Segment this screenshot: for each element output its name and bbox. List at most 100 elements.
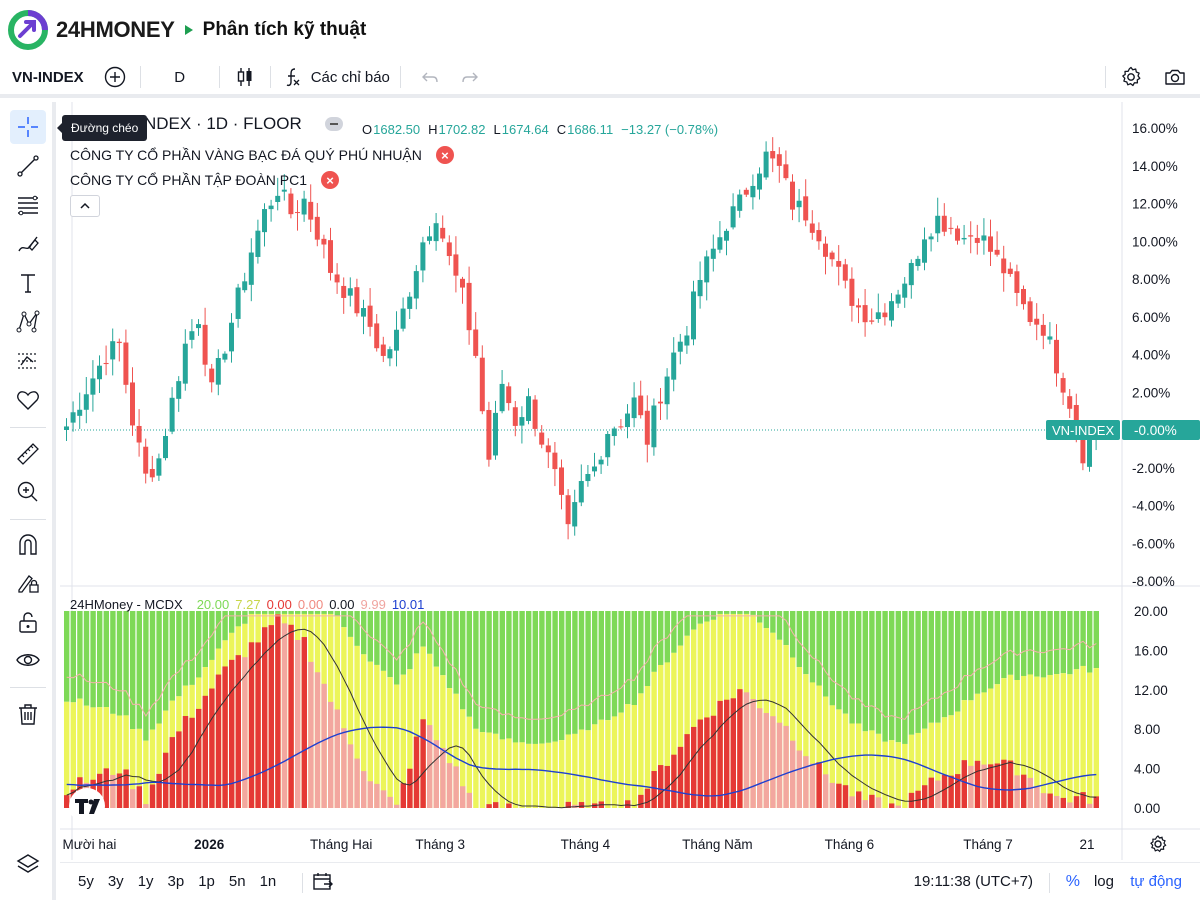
crosshair-tool-button[interactable] xyxy=(10,110,46,144)
candle-body xyxy=(757,173,762,190)
brush-tool-button[interactable] xyxy=(10,227,46,261)
range-5d-button[interactable]: 5n xyxy=(228,873,246,890)
redo-button[interactable] xyxy=(455,62,485,92)
lock-drawings-button[interactable] xyxy=(10,566,46,600)
candle-body xyxy=(750,185,756,198)
pattern-tool-button[interactable] xyxy=(10,305,46,339)
remove-compare-button[interactable]: × xyxy=(435,146,454,164)
main-series-legend[interactable]: VN-INDEX · 1D · FLOOR xyxy=(110,114,302,134)
candle-body xyxy=(935,215,941,234)
range-1y-button[interactable]: 1y xyxy=(137,873,154,890)
mcdx-yellow-bar xyxy=(532,743,538,808)
logo-icon[interactable] xyxy=(8,10,48,50)
mcdx-green-bar xyxy=(895,611,901,743)
percent-scale-toggle[interactable]: % xyxy=(1065,873,1080,890)
chart-type-button[interactable] xyxy=(230,62,260,92)
trend-line-tool-button[interactable] xyxy=(10,149,46,183)
candle-body xyxy=(407,296,413,309)
range-5y-button[interactable]: 5y xyxy=(78,873,94,890)
compare-legend-item[interactable]: CÔNG TY CỔ PHẦN VÀNG BẠC ĐÁ QUÝ PHÚ NHUẬ… xyxy=(70,146,454,164)
candle-body xyxy=(97,365,102,380)
mcdx-green-bar xyxy=(1034,611,1040,677)
fib-tool-button[interactable] xyxy=(10,188,46,222)
logo-text[interactable]: 24HMONEY xyxy=(56,17,175,42)
mcdx-green-bar xyxy=(631,611,637,706)
zoom-in-button[interactable] xyxy=(10,475,46,509)
range-1d-button[interactable]: 1n xyxy=(259,873,277,890)
candle-body xyxy=(110,341,116,360)
mcdx-green-bar xyxy=(743,611,750,614)
range-3y-button[interactable]: 3y xyxy=(107,873,124,890)
candle-body xyxy=(968,235,974,237)
mcdx-yellow-bar xyxy=(1047,674,1053,808)
candle-body xyxy=(532,399,538,429)
symbol-search-button[interactable]: VN-INDEX xyxy=(12,68,84,86)
calendar-range-icon[interactable] xyxy=(312,871,334,893)
candle-body xyxy=(961,237,967,240)
hide-drawings-button[interactable] xyxy=(10,643,46,677)
mcdx-red-bar xyxy=(862,800,868,808)
undo-button[interactable] xyxy=(415,62,445,92)
ruler-tool-button[interactable] xyxy=(10,437,46,471)
undo-icon xyxy=(421,72,438,83)
candle-body xyxy=(1067,396,1073,409)
text-tool-button[interactable] xyxy=(10,266,46,300)
indicators-button[interactable]: Các chỉ báo xyxy=(281,62,390,92)
mcdx-red-bar xyxy=(869,794,875,808)
indicator-tick-label: 12.00 xyxy=(1134,683,1168,698)
interval-button[interactable]: D xyxy=(174,68,186,86)
favorites-button[interactable] xyxy=(10,383,46,417)
candle-body xyxy=(262,209,267,233)
axis-price-tag-value: -0.00% xyxy=(1134,423,1177,438)
mcdx-green-bar xyxy=(730,611,736,614)
unlock-button[interactable] xyxy=(10,605,46,639)
candle-body xyxy=(281,189,287,192)
range-1m-button[interactable]: 1p xyxy=(198,873,215,890)
mcdx-red-bar xyxy=(506,803,512,808)
magnet-button[interactable] xyxy=(10,528,46,562)
compare-legend-item[interactable]: CÔNG TY CỔ PHẦN TẬP ĐOÀN PC1 × xyxy=(70,171,340,189)
mcdx-yellow-bar xyxy=(440,675,446,808)
mcdx-red-bar xyxy=(156,773,162,808)
compare-series-name: CÔNG TY CỔ PHẦN TẬP ĐOÀN PC1 xyxy=(70,172,308,188)
candle-body xyxy=(572,502,578,527)
mcdx-yellow-bar xyxy=(1007,674,1014,808)
prediction-tool-button[interactable] xyxy=(10,344,46,378)
function-icon xyxy=(286,68,300,87)
mcdx-yellow-bar xyxy=(974,693,981,808)
mcdx-yellow-bar xyxy=(479,732,486,808)
candle-body xyxy=(64,426,69,430)
object-tree-button[interactable] xyxy=(10,847,46,881)
settings-button[interactable] xyxy=(1116,62,1146,92)
collapse-legend-button[interactable] xyxy=(70,195,100,217)
timezone-clock[interactable]: 19:11:38 (UTC+7) xyxy=(913,873,1033,890)
hide-legend-button[interactable] xyxy=(325,117,343,131)
mcdx-red-bar xyxy=(1021,774,1027,808)
plus-circle-icon xyxy=(104,66,125,88)
remove-compare-button[interactable]: × xyxy=(321,171,340,189)
mcdx-red-bar xyxy=(110,774,116,808)
chart-canvas[interactable]: 16.00% 14.00% 12.00% 10.00% 8.00% 6.00% 4.00% 2… xyxy=(60,102,1200,862)
mcdx-green-bar xyxy=(757,611,763,623)
scale-settings-button[interactable] xyxy=(1150,835,1167,853)
mcdx-red-bar xyxy=(710,715,717,808)
compare-symbol-button[interactable] xyxy=(100,62,130,92)
auto-scale-toggle[interactable]: tự động xyxy=(1130,873,1182,890)
mcdx-red-bar xyxy=(928,777,934,808)
mcdx-red-bar xyxy=(974,760,981,808)
candle-body xyxy=(908,262,914,286)
range-3m-button[interactable]: 3p xyxy=(167,873,185,890)
mcdx-yellow-bar xyxy=(631,705,637,808)
candle-body xyxy=(519,417,525,426)
mcdx-green-bar xyxy=(869,611,875,731)
remove-drawings-button[interactable] xyxy=(10,697,46,731)
mcdx-green-bar xyxy=(724,611,730,614)
screenshot-button[interactable] xyxy=(1160,62,1190,92)
mcdx-yellow-bar xyxy=(565,734,571,808)
mcdx-yellow-bar xyxy=(968,700,974,808)
indicator-legend[interactable]: 24HMoney - MCDX 20.00 7.27 0.00 0.00 0.0… xyxy=(70,597,438,612)
candle-body xyxy=(988,236,993,252)
log-scale-toggle[interactable]: log xyxy=(1093,873,1114,890)
tradingview-logo[interactable] xyxy=(69,788,105,824)
candle-body xyxy=(499,383,505,412)
